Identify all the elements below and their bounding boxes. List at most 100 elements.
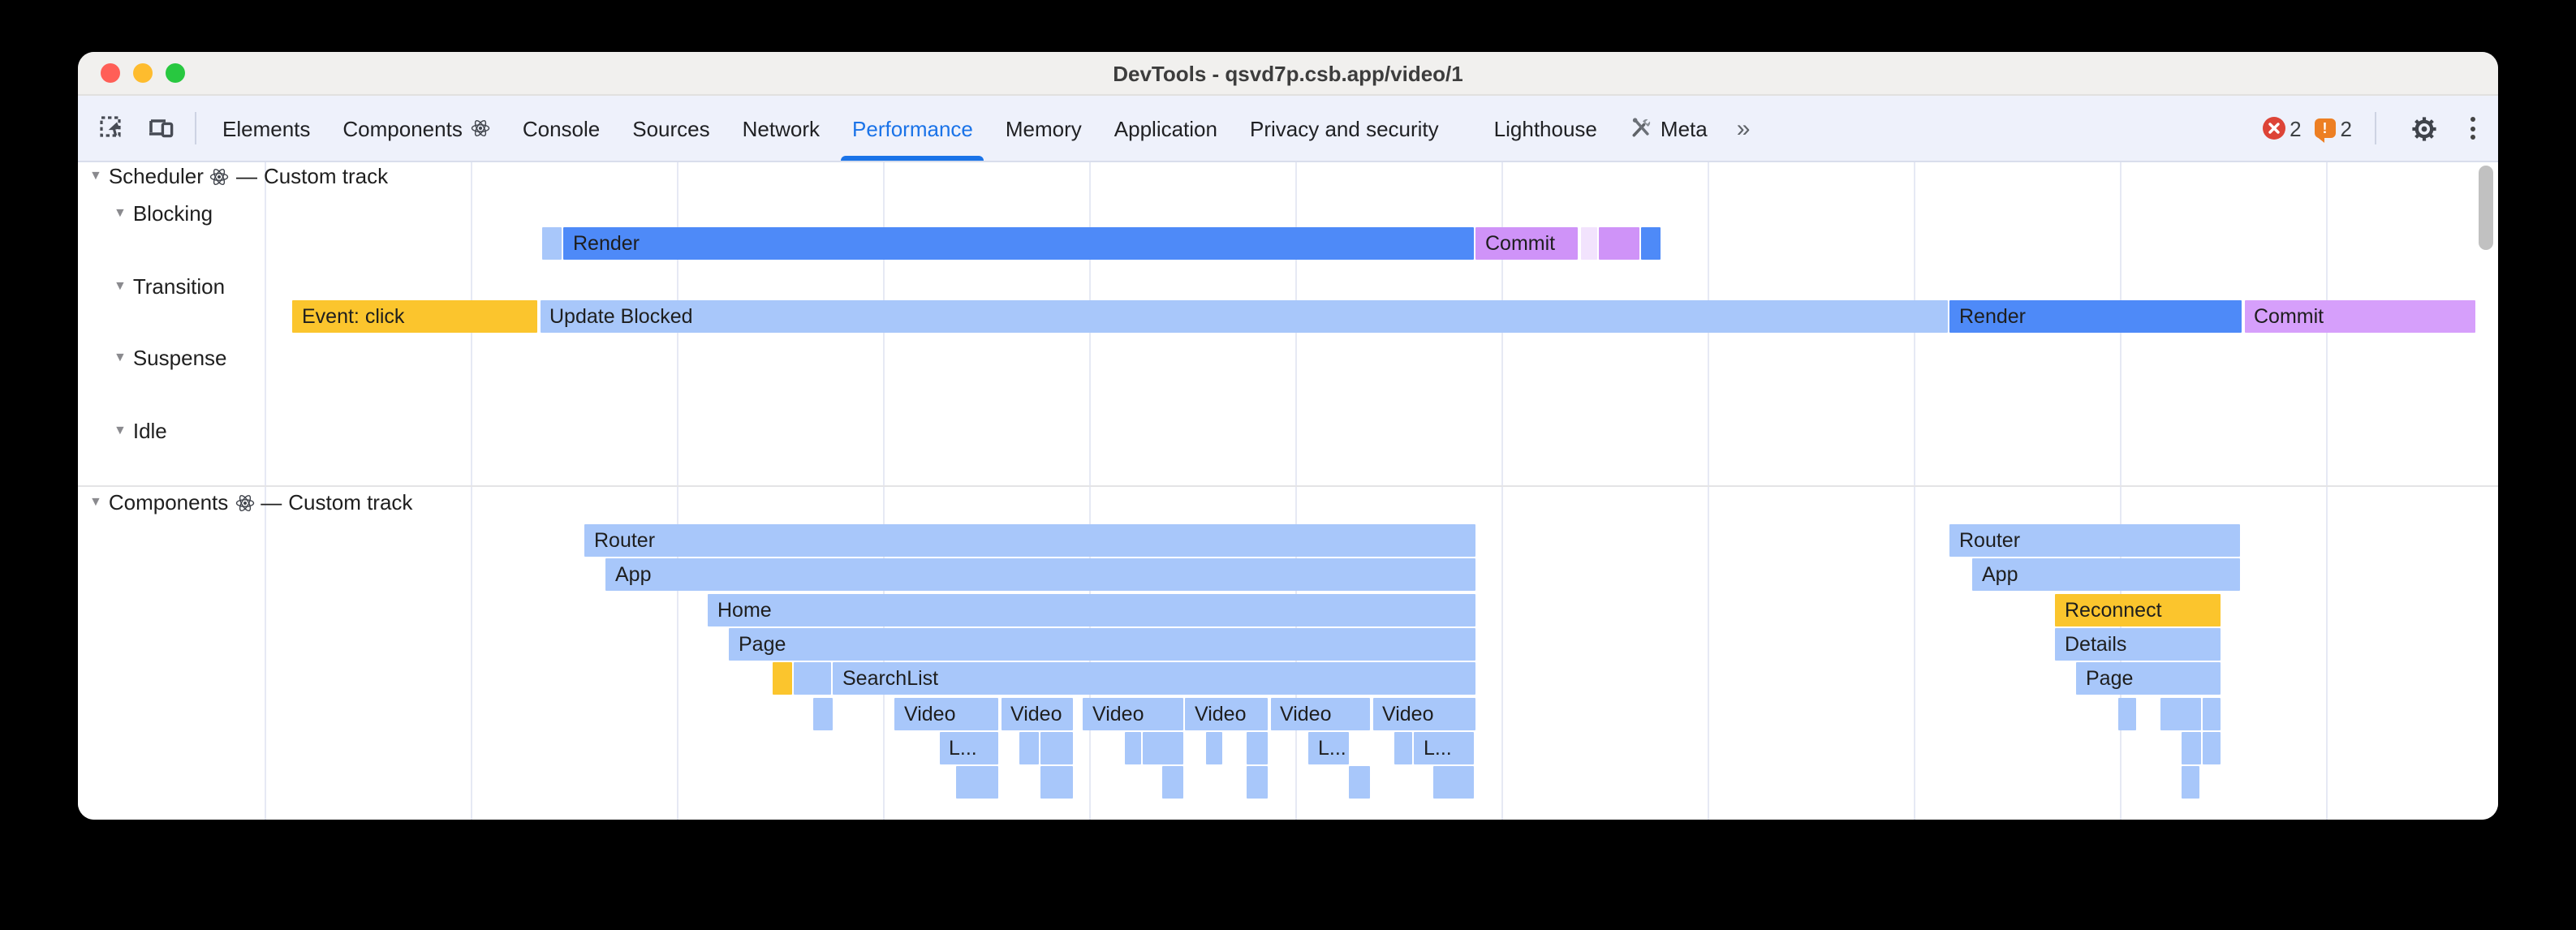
- flame-bar-render[interactable]: Render: [1949, 300, 2242, 333]
- vertical-scrollbar-thumb[interactable]: [2479, 166, 2493, 250]
- flame-bar[interactable]: [793, 662, 830, 695]
- tab-meta[interactable]: Meta: [1613, 96, 1724, 161]
- flame-bar-router[interactable]: Router: [584, 524, 1475, 557]
- tab-console[interactable]: Console: [506, 96, 616, 161]
- flame-bar[interactable]: [1580, 227, 1597, 260]
- flame-bar-video[interactable]: Video: [1083, 698, 1183, 730]
- tab-label: Sources: [632, 116, 710, 140]
- flame-bar-router[interactable]: Router: [1949, 524, 2240, 557]
- flame-bar-event-click[interactable]: Event: click: [292, 300, 537, 333]
- warning-icon: !: [2314, 118, 2336, 143]
- kebab-menu-icon[interactable]: [2461, 117, 2485, 140]
- tab-lighthouse[interactable]: Lighthouse: [1478, 96, 1613, 161]
- tab-label: Meta: [1660, 116, 1708, 140]
- lane-label-transition[interactable]: ▼ Transition: [114, 273, 225, 298]
- flame-bar-l-[interactable]: L...: [939, 732, 997, 764]
- flame-bar[interactable]: [1040, 766, 1072, 799]
- performance-panel: ▼ Scheduler — Custom track ▼ Blocking ▼ Tra…: [78, 162, 2498, 820]
- flame-bar[interactable]: [773, 662, 791, 695]
- flame-bar-l-[interactable]: L...: [1308, 732, 1349, 764]
- tab-sources[interactable]: Sources: [616, 96, 726, 161]
- zoom-window-button[interactable]: [166, 63, 185, 83]
- flame-bar-app[interactable]: App: [1972, 558, 2240, 591]
- collapse-triangle-icon: ▼: [89, 494, 102, 509]
- flame-bar[interactable]: [1394, 732, 1411, 764]
- close-window-button[interactable]: [101, 63, 120, 83]
- lane-label-blocking[interactable]: ▼ Blocking: [114, 201, 213, 226]
- react-icon: [210, 166, 230, 186]
- flame-bar-commit[interactable]: Commit: [2244, 300, 2475, 333]
- tab-label: Privacy and security: [1250, 116, 1439, 140]
- flame-bar-video[interactable]: Video: [1372, 698, 1475, 730]
- error-badge[interactable]: 2: [2262, 116, 2302, 140]
- flame-bar[interactable]: [1599, 227, 1639, 260]
- gridline: [1501, 162, 1503, 820]
- flame-bar[interactable]: [1161, 766, 1183, 799]
- flame-bar-video[interactable]: Video: [1185, 698, 1268, 730]
- lane-label-idle[interactable]: ▼ Idle: [114, 419, 167, 443]
- flame-bar-video[interactable]: Video: [1270, 698, 1370, 730]
- flame-bar[interactable]: [2117, 698, 2136, 730]
- flame-bar[interactable]: [2160, 698, 2200, 730]
- flame-bar[interactable]: [1246, 732, 1268, 764]
- lane-label-suspense[interactable]: ▼ Suspense: [114, 347, 227, 371]
- track-title: Scheduler: [108, 164, 204, 188]
- flame-bar[interactable]: [1205, 732, 1221, 764]
- flame-bar-page[interactable]: Page: [2076, 662, 2220, 695]
- flame-bar[interactable]: [1019, 732, 1038, 764]
- collapse-triangle-icon: ▼: [89, 168, 102, 183]
- flame-bar-update-blocked[interactable]: Update Blocked: [540, 300, 1947, 333]
- flame-bar-render[interactable]: Render: [563, 227, 1474, 260]
- gridline: [883, 162, 885, 820]
- flame-bar-video[interactable]: Video: [1001, 698, 1072, 730]
- flame-bar[interactable]: [955, 766, 997, 799]
- tab-components[interactable]: Components: [326, 96, 506, 161]
- collapse-triangle-icon: ▼: [114, 350, 127, 365]
- flame-bar-commit[interactable]: Commit: [1475, 227, 1578, 260]
- tab-elements[interactable]: Elements: [206, 96, 326, 161]
- tab-performance[interactable]: Performance: [836, 96, 989, 161]
- flame-bar-l-[interactable]: L...: [1414, 732, 1474, 764]
- flame-bar-searchlist[interactable]: SearchList: [833, 662, 1475, 695]
- flame-bar-page[interactable]: Page: [729, 628, 1475, 661]
- warning-badge[interactable]: ! 2: [2314, 116, 2352, 143]
- tab-label: Lighthouse: [1493, 116, 1597, 140]
- flame-bar[interactable]: [1040, 732, 1072, 764]
- gear-icon[interactable]: [2399, 104, 2448, 153]
- tab-application[interactable]: Application: [1098, 96, 1234, 161]
- inspect-icon[interactable]: [88, 104, 136, 153]
- gridline: [677, 162, 678, 820]
- flame-bar-video[interactable]: Video: [894, 698, 998, 730]
- flame-bar[interactable]: [2202, 698, 2221, 730]
- traffic-lights: [101, 52, 185, 94]
- track-suffix: Custom track: [288, 490, 413, 515]
- title-bar[interactable]: DevTools - qsvd7p.csb.app/video/1: [78, 52, 2498, 96]
- flame-bar[interactable]: [2181, 732, 2200, 764]
- tab-network[interactable]: Network: [726, 96, 836, 161]
- flame-bar-reconnect[interactable]: Reconnect: [2055, 594, 2220, 626]
- flame-bar[interactable]: [2181, 766, 2199, 799]
- dash: —: [235, 164, 257, 188]
- track-header-scheduler[interactable]: ▼ Scheduler — Custom track: [89, 164, 388, 188]
- flame-bar[interactable]: [542, 227, 562, 260]
- flame-bar[interactable]: [1143, 732, 1183, 764]
- flame-bar[interactable]: [2202, 732, 2221, 764]
- tab-privacy-and-security[interactable]: Privacy and security: [1234, 96, 1455, 161]
- track-header-components[interactable]: ▼ Components — Custom track: [89, 490, 412, 515]
- flame-bar-details[interactable]: Details: [2055, 628, 2220, 661]
- flame-bar[interactable]: [1641, 227, 1660, 260]
- flame-bar[interactable]: [1246, 766, 1268, 799]
- more-tabs-button[interactable]: »: [1736, 114, 1751, 142]
- flame-bar-home[interactable]: Home: [708, 594, 1475, 626]
- flame-bar[interactable]: [1125, 732, 1141, 764]
- tab-memory[interactable]: Memory: [989, 96, 1098, 161]
- flame-bar[interactable]: [1433, 766, 1474, 799]
- flame-bar[interactable]: [1349, 766, 1369, 799]
- flame-bar[interactable]: [812, 698, 832, 730]
- device-toolbar-icon[interactable]: [136, 104, 185, 153]
- collapse-triangle-icon: ▼: [114, 278, 127, 293]
- lane-name: Transition: [132, 273, 226, 299]
- minimize-window-button[interactable]: [133, 63, 153, 83]
- flame-bar-app[interactable]: App: [605, 558, 1475, 591]
